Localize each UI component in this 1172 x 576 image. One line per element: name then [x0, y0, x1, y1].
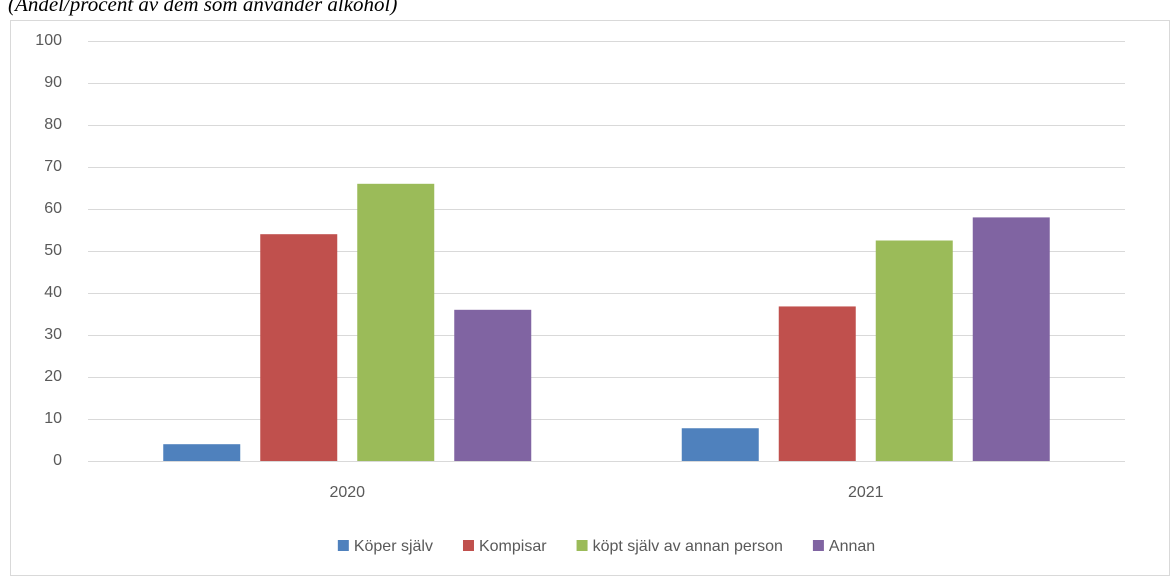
y-tick-label: 30	[44, 326, 62, 343]
legend-swatch	[812, 540, 824, 551]
legend-swatch	[462, 540, 474, 551]
y-tick-label: 50	[44, 242, 62, 259]
y-tick-label: 70	[44, 158, 62, 175]
x-tick-label: 2020	[329, 484, 365, 501]
y-tick-label: 20	[44, 368, 62, 385]
legend-label: Annan	[829, 538, 875, 555]
bar	[357, 183, 435, 462]
legend-swatch	[337, 540, 349, 551]
y-tick-label: 40	[44, 284, 62, 301]
bar	[454, 309, 532, 461]
y-tick-label: 0	[53, 452, 62, 469]
y-tick-label: 80	[44, 116, 62, 133]
legend-label: Kompisar	[479, 538, 547, 555]
y-tick-label: 10	[44, 410, 62, 427]
y-tick-label: 100	[35, 32, 62, 49]
bar	[875, 240, 953, 461]
x-tick-label: 2021	[848, 484, 884, 501]
bar	[778, 306, 856, 461]
y-tick-label: 90	[44, 74, 62, 91]
chart-title: (Andel/procent av dem som använder alkoh…	[8, 0, 397, 16]
bar	[163, 444, 241, 461]
bar	[260, 234, 338, 461]
legend-label: köpt själv av annan person	[593, 538, 783, 555]
bar	[972, 217, 1050, 461]
legend-swatch	[576, 540, 588, 551]
bar	[681, 428, 759, 461]
legend-label: Köper själv	[354, 538, 433, 555]
y-tick-label: 60	[44, 200, 62, 217]
